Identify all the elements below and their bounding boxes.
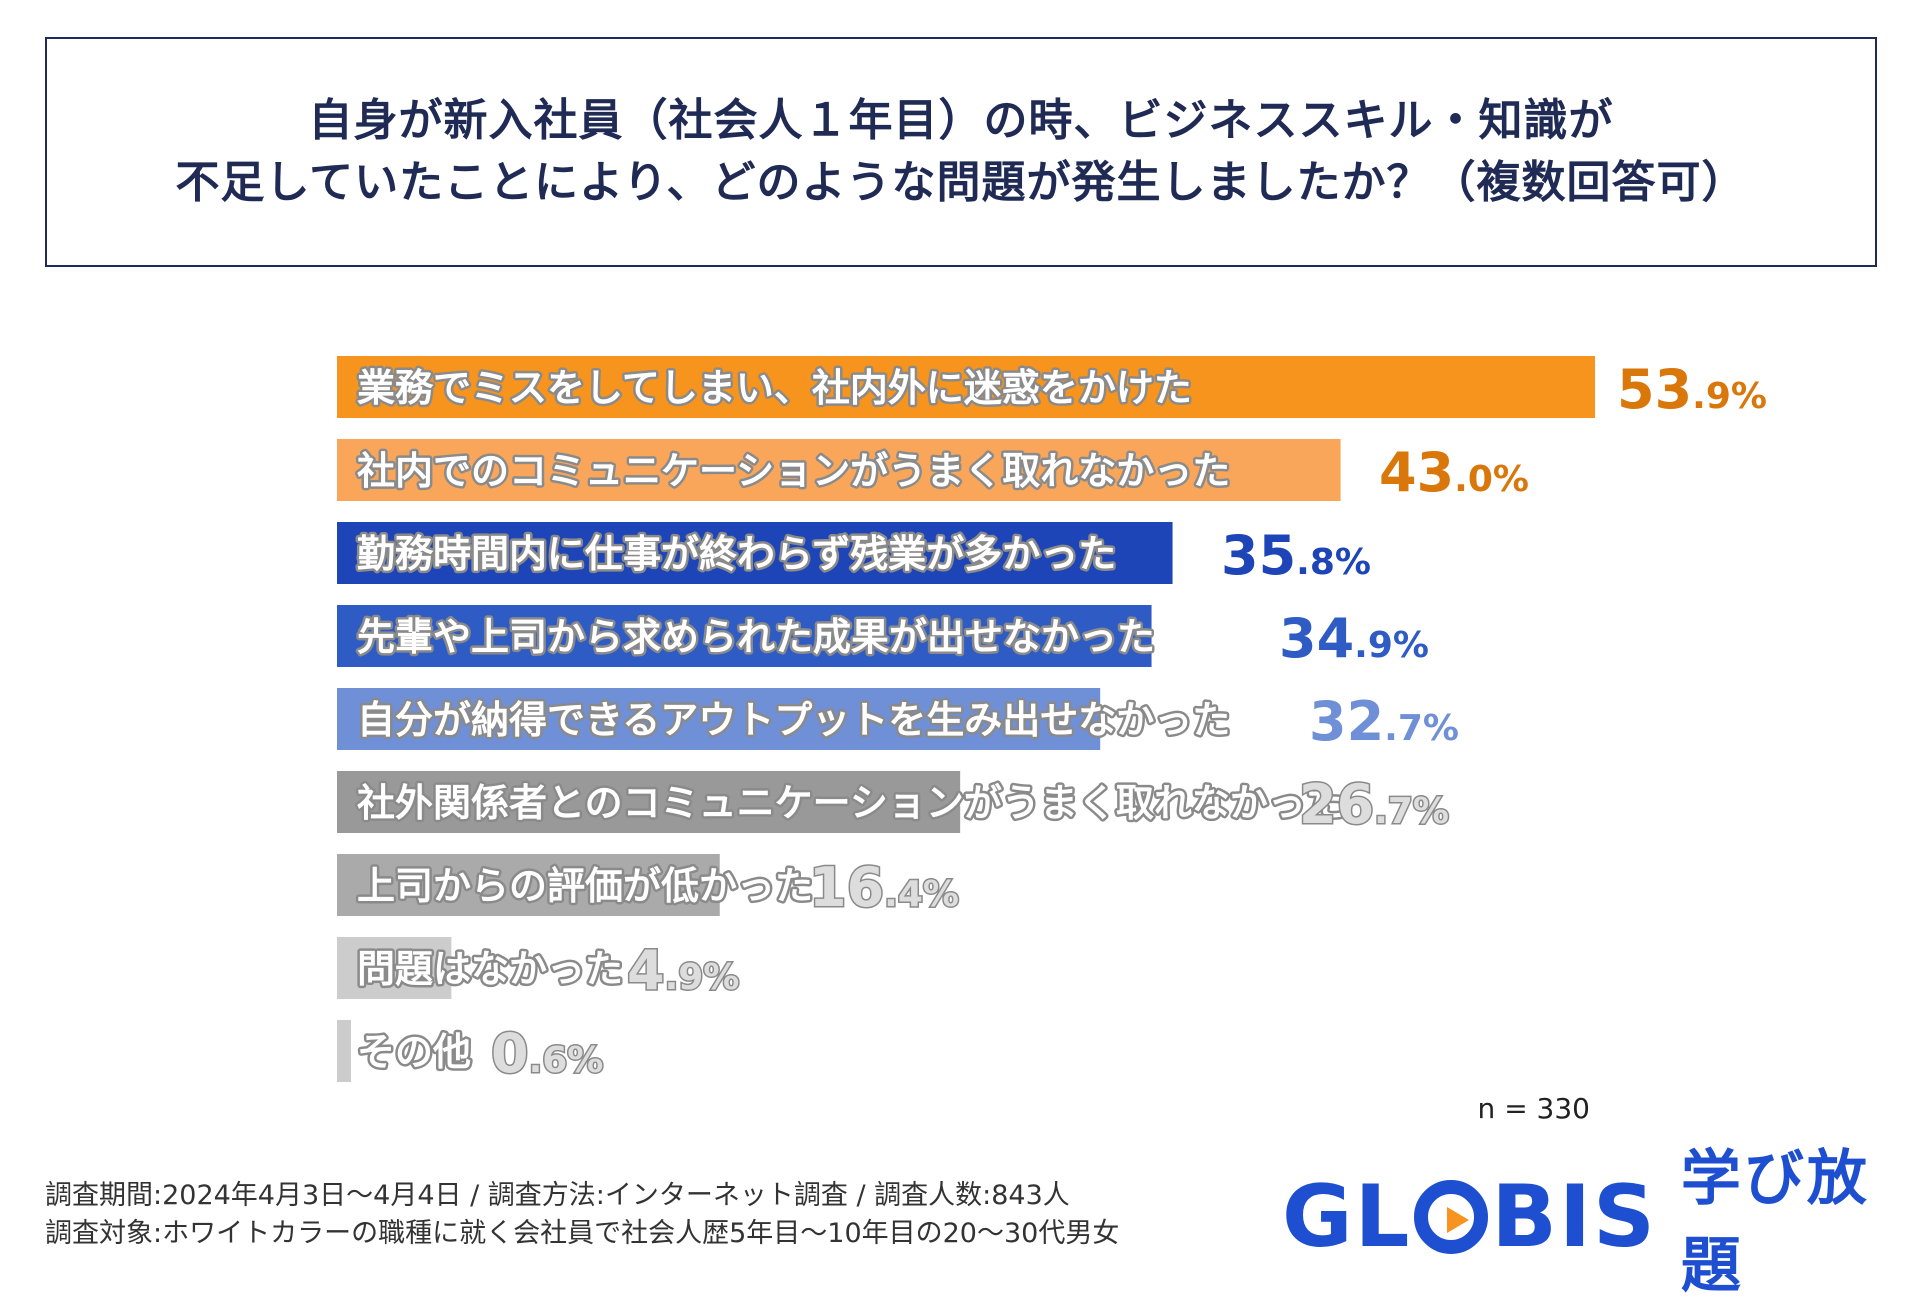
bar-label-6: 社外関係者とのコミュニケーションがうまく取れなかった [357,781,1344,825]
bar-8 [337,937,452,999]
logo-text-pre: GL [1282,1167,1412,1267]
bar-3 [337,522,1173,584]
logo-text-post: BIS [1491,1167,1657,1267]
bar-label-9: その他 [357,1030,471,1074]
bar-label-2: 社内でのコミュニケーションがうまく取れなかった [357,449,1230,493]
bar-label-5: 自分が納得できるアウトプットを生み出せなかった [357,698,1230,742]
bar-label-3: 勤務時間内に仕事が終わらず残業が多かった [357,532,1116,576]
value-label-5: 32.7% [1309,690,1459,753]
bar-4 [337,605,1152,667]
value-label-4: 34.9% [1279,607,1429,670]
survey-info-line-2: 調査対象:ホワイトカラーの職種に就く会社員で社会人歴5年目〜10年目の20〜30… [45,1218,1120,1249]
bar-label-7: 上司からの評価が低かった [357,864,813,908]
bar-9 [337,1020,352,1082]
play-icon [1414,1180,1489,1254]
logo-subtitle: 学び放題 [1680,1144,1870,1301]
bar-1 [337,356,1595,418]
bar-2 [337,439,1341,501]
globis-wordmark: GL BIS [1282,1167,1657,1267]
title-box: 自身が新入社員（社会人１年目）の時、ビジネススキル・知識が 不足していたことによ… [45,37,1877,267]
bar-7 [337,854,720,916]
value-label-3: 35.8% [1221,524,1371,587]
chart-title-line-2: 不足していたことにより、どのような問題が発生しましたか？（複数回答可） [175,157,1747,208]
globis-logo: GL BIS 学び放題 [1282,1144,1920,1301]
value-label-1: 53.9% [1617,358,1767,421]
bar-label-8: 問題はなかった [357,947,623,991]
value-label-6: 26.7% [1299,773,1449,836]
sample-size-label: n = 330 [1477,1092,1590,1125]
bar-5 [337,688,1101,750]
value-label-9: 0.6% [491,1022,603,1085]
bar-label-1: 業務でミスをしてしまい、社内外に迷惑をかけた [357,366,1192,410]
value-label-2: 43.0% [1379,441,1529,504]
chart-title-line-1: 自身が新入社員（社会人１年目）の時、ビジネススキル・知識が [308,95,1614,146]
bar-label-4: 先輩や上司から求められた成果が出せなかった [357,615,1155,659]
survey-footer: 調査期間:2024年4月3日〜4月4日 / 調査方法:インターネット調査 / 調… [45,1177,1119,1253]
survey-info-line-1: 調査期間:2024年4月3日〜4月4日 / 調査方法:インターネット調査 / 調… [45,1180,1070,1211]
value-label-7: 16.4% [809,856,959,919]
value-label-8: 4.9% [627,939,739,1002]
bar-6 [337,771,961,833]
